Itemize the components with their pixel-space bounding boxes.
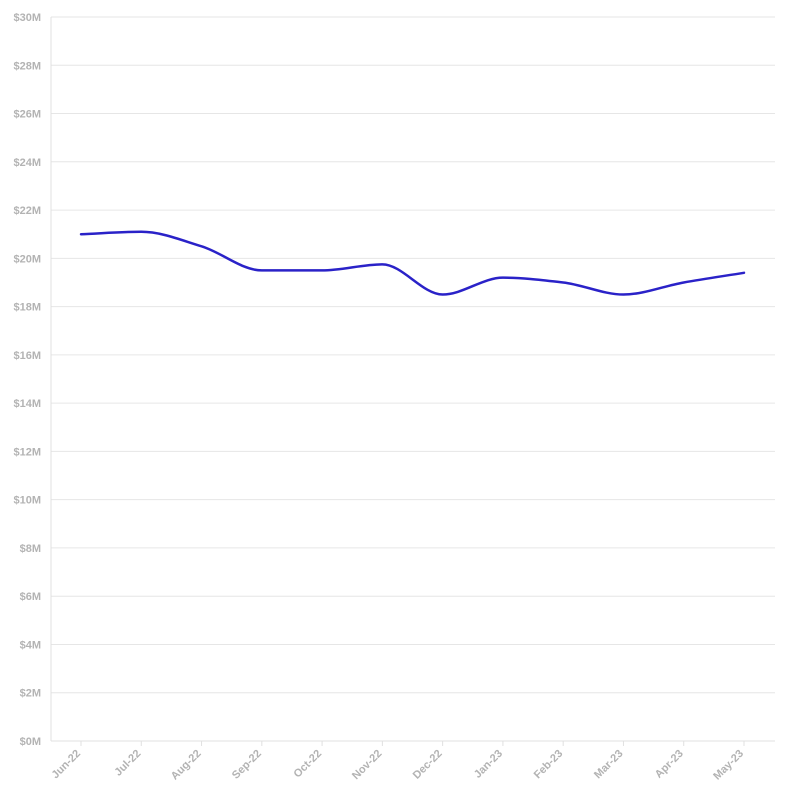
y-tick-label: $6M: [20, 591, 41, 603]
x-axis-tick-labels: Jun-22 Jul-22 Aug-22 Sep-22 Oct-22 Nov-22 Dec-…: [50, 748, 747, 783]
y-tick-label: $22M: [13, 205, 41, 217]
x-tick-label: Aug-22: [169, 748, 204, 783]
y-tick-label: $26M: [13, 109, 41, 121]
x-tick-label: Jun-22: [50, 748, 84, 782]
y-tick-label: $12M: [13, 446, 41, 458]
y-tick-label: $16M: [13, 350, 41, 362]
y-tick-label: $4M: [20, 639, 41, 651]
x-tick-label: May-23: [711, 748, 746, 783]
x-tick-label: Jan-23: [472, 748, 505, 781]
x-tick-label: Sep-22: [230, 748, 264, 782]
series-group: [79, 230, 746, 296]
axes: [50, 17, 775, 746]
y-tick-label: $20M: [13, 253, 41, 265]
y-tick-label: $14M: [13, 398, 41, 410]
x-tick-label: Jul-22: [112, 748, 143, 779]
y-axis-tick-labels: $0M $2M $4M $6M $8M $10M $12M $14M $16M $18M $20M $…: [13, 12, 41, 748]
x-tick-label: Dec-22: [411, 748, 445, 782]
y-tick-label: $8M: [20, 543, 41, 555]
y-tick-label: $0M: [20, 736, 41, 748]
y-tick-label: $18M: [13, 302, 41, 314]
y-tick-label: $28M: [13, 60, 41, 72]
x-tick-label: Nov-22: [350, 748, 384, 782]
x-tick-label: Oct-22: [292, 748, 325, 781]
x-tick-label: Mar-23: [592, 748, 626, 782]
series-line: [79, 230, 746, 296]
gridlines: [51, 16, 775, 694]
y-tick-label: $24M: [13, 157, 41, 169]
y-tick-label: $30M: [13, 12, 41, 24]
y-tick-label: $2M: [20, 688, 41, 700]
x-tick-label: Feb-23: [532, 748, 566, 782]
x-tick-label: Apr-23: [653, 748, 686, 781]
y-tick-label: $10M: [13, 495, 41, 507]
